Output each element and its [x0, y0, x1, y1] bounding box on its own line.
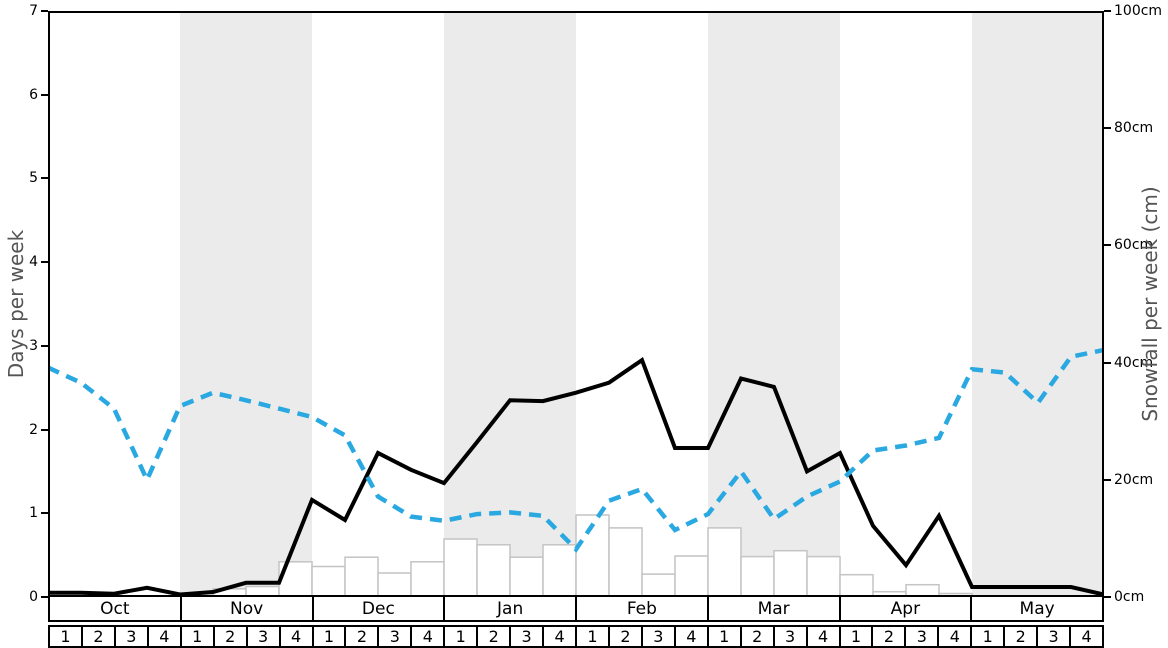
- right-tick-mark: [1104, 127, 1111, 130]
- months-row: Oct Nov Dec Jan Feb Mar Apr May: [48, 595, 1104, 622]
- week-cell-nov-2: 2: [215, 627, 248, 646]
- left-tick-mark: [41, 512, 48, 515]
- month-shading-band: [972, 11, 1104, 597]
- snowfall-bar: [311, 565, 346, 597]
- month-cell-mar: Mar: [709, 597, 841, 620]
- snowfall-bar: [410, 561, 445, 597]
- snowfall-bar: [344, 556, 379, 597]
- week-cell-apr-3: 3: [906, 627, 940, 646]
- left-tick-label: 4: [29, 254, 38, 271]
- month-cell-may: May: [1019, 598, 1055, 619]
- snowfall-bar: [905, 583, 940, 597]
- week-cell-nov-3: 3: [248, 627, 281, 646]
- right-tick-mark: [1104, 361, 1111, 364]
- left-tick-mark: [41, 261, 48, 264]
- right-tick-label: 20cm: [1114, 471, 1154, 488]
- left-tick-mark: [41, 10, 48, 12]
- month-cell-dec: Dec: [314, 597, 446, 620]
- left-tick-label: 7: [29, 3, 38, 19]
- month-cell-nov: Nov: [182, 597, 314, 620]
- snowfall-bar: [806, 555, 841, 597]
- snowfall-bar: [443, 538, 478, 597]
- week-cell-may-2: 2: [1005, 627, 1039, 646]
- plot-area: [48, 11, 1104, 597]
- week-cell-jan-4: 4: [544, 627, 577, 646]
- week-cell-dec-3: 3: [379, 627, 413, 646]
- left-tick-label: 6: [29, 86, 38, 103]
- left-tick-label: 0: [29, 589, 38, 605]
- right-tick-label: 40cm: [1114, 354, 1154, 371]
- week-cell-mar-4: 4: [808, 627, 841, 646]
- left-tick-label: 5: [29, 170, 38, 187]
- left-tick-label: 3: [29, 337, 38, 354]
- right-axis-title: Snowfall per week (cm): [1138, 186, 1162, 422]
- month-shading-band: [708, 11, 840, 597]
- right-tick-label: 80cm: [1114, 120, 1154, 137]
- snowfall-bar: [641, 573, 676, 597]
- month-cell-feb: Feb: [577, 597, 709, 620]
- right-tick-mark: [1104, 478, 1111, 481]
- left-tick-label: 1: [29, 505, 38, 522]
- month-cell-oct: Oct: [50, 597, 182, 620]
- week-cell-apr-4: 4: [939, 627, 973, 646]
- snowfall-bar: [608, 527, 643, 597]
- right-tick-mark: [1104, 10, 1111, 12]
- week-cell-nov-4: 4: [281, 627, 314, 646]
- left-tick-mark: [41, 596, 48, 598]
- snowfall-bar: [509, 556, 544, 597]
- week-cell-mar-1: 1: [709, 627, 742, 646]
- right-tick-mark: [1104, 596, 1111, 598]
- left-tick-mark: [41, 93, 48, 96]
- snowfall-bar: [773, 549, 808, 597]
- week-cell-apr-2: 2: [873, 627, 907, 646]
- week-cell-mar-3: 3: [775, 627, 808, 646]
- right-tick-label: 100cm: [1114, 3, 1163, 19]
- days-line-black: [48, 357, 1104, 597]
- week-cell-jan-3: 3: [511, 627, 545, 646]
- week-cell-jan-2: 2: [478, 627, 512, 646]
- week-cell-oct-2: 2: [83, 627, 116, 646]
- week-cell-oct-4: 4: [149, 627, 182, 646]
- left-tick-mark: [41, 344, 48, 347]
- left-tick-mark: [41, 177, 48, 180]
- week-cell-feb-3: 3: [643, 627, 676, 646]
- snowfall-bar: [707, 527, 742, 597]
- left-tick-mark: [41, 428, 48, 431]
- week-cell-mar-2: 2: [742, 627, 775, 646]
- week-cell-apr-1: 1: [841, 627, 874, 646]
- week-cell-nov-1: 1: [182, 627, 215, 646]
- days-line-blue-dashed: [48, 347, 1104, 553]
- month-shading-band: [444, 11, 576, 597]
- week-cell-oct-1: 1: [50, 627, 83, 646]
- week-cell-dec-1: 1: [314, 627, 347, 646]
- snowfall-bar: [476, 544, 511, 597]
- snowfall-bar: [740, 555, 775, 597]
- right-tick-mark: [1104, 244, 1111, 247]
- left-axis-title: Days per week: [4, 229, 28, 379]
- snowfall-bar: [674, 555, 709, 597]
- week-cell-oct-3: 3: [116, 627, 149, 646]
- right-tick-label: 60cm: [1114, 237, 1154, 254]
- week-cell-may-3: 3: [1038, 627, 1072, 646]
- plot-canvas: [48, 11, 1104, 597]
- week-cell-feb-4: 4: [676, 627, 709, 646]
- left-tick-label: 2: [29, 421, 38, 438]
- week-cell-may-1: 1: [972, 627, 1006, 646]
- snowfall-bar: [542, 544, 577, 597]
- snowfall-bar: [377, 572, 412, 597]
- week-cell-feb-2: 2: [610, 627, 643, 646]
- week-cell-jan-1: 1: [445, 627, 479, 646]
- snowfall-bar: [839, 573, 874, 597]
- month-cell-apr: Apr: [841, 597, 973, 620]
- month-shading-band: [180, 11, 312, 597]
- week-cell-may-4: 4: [1081, 627, 1092, 646]
- right-tick-label: 0cm: [1114, 589, 1145, 605]
- week-cell-dec-4: 4: [412, 627, 446, 646]
- month-cell-jan: Jan: [445, 597, 577, 620]
- week-cell-feb-1: 1: [577, 627, 610, 646]
- week-cell-dec-2: 2: [346, 627, 380, 646]
